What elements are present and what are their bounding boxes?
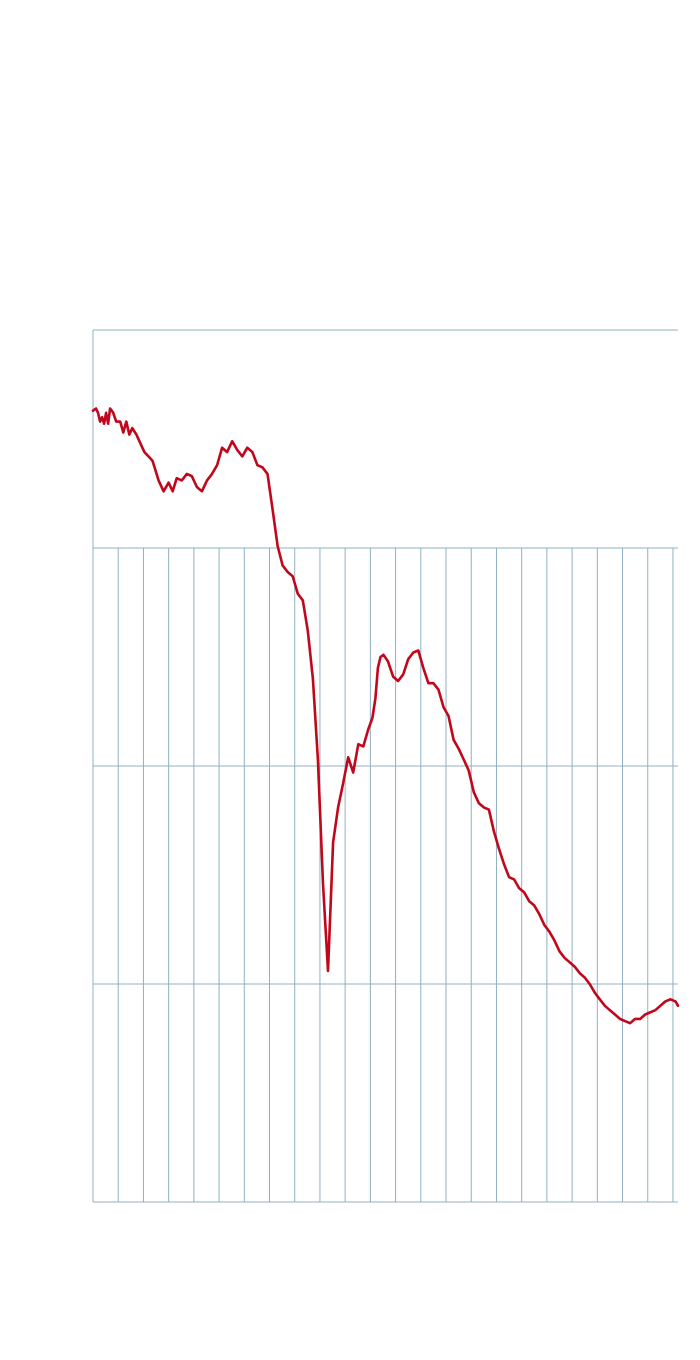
series-line (91, 407, 680, 1025)
grid (92, 329, 678, 1203)
series-group (91, 407, 680, 1025)
